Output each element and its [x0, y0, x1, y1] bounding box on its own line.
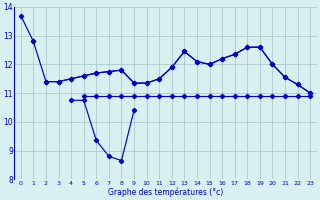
X-axis label: Graphe des températures (°c): Graphe des températures (°c) — [108, 187, 223, 197]
